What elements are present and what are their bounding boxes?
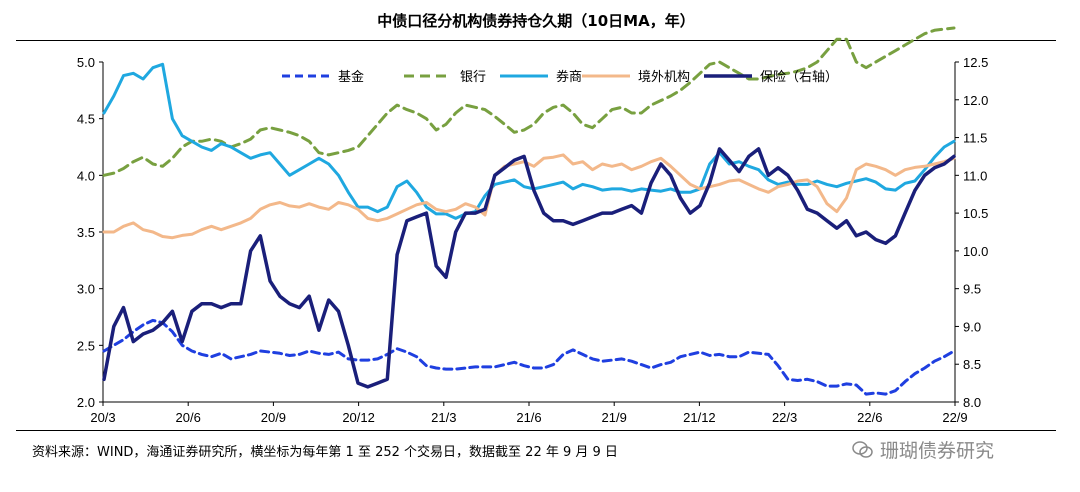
left-tick-label: 3.5 [77,225,95,240]
series-line-4 [102,147,956,389]
series-line-1 [102,26,956,177]
x-tick-label: 22/6 [857,410,882,425]
x-tick-label: 22/3 [772,410,797,425]
x-tick-label: 21/12 [683,410,716,425]
chart-title: 中债口径分机构债券持仓久期（10日MA，年） [377,11,695,30]
x-tick-label: 21/9 [602,410,627,425]
bottom-rule [16,430,1056,431]
right-tick-label: 8.5 [963,357,981,372]
wechat-icon [852,440,873,458]
right-tick-label: 11.5 [963,131,987,146]
left-tick-label: 5.0 [77,55,95,70]
watermark-text: 珊瑚债券研究 [880,440,995,462]
right-tick-label: 9.5 [963,282,981,297]
legend-label-4: 保险（右轴） [760,69,838,84]
legend-label-0: 基金 [338,69,364,84]
left-tick-label: 4.0 [77,168,95,183]
right-tick-label: 10.5 [963,206,988,221]
x-tick-label: 20/6 [176,410,201,425]
right-tick-label: 8.0 [963,395,981,410]
x-tick-label: 21/3 [431,410,456,425]
legend-label-2: 券商 [556,69,582,84]
right-tick-label: 10.0 [963,244,988,259]
left-tick-label: 2.5 [77,338,95,353]
right-tick-label: 11.0 [963,168,987,183]
right-tick-label: 12.0 [963,93,988,108]
x-tick-label: 20/12 [342,410,375,425]
series-line-2 [102,62,956,220]
x-tick-label: 20/9 [261,410,286,425]
legend-label-3: 境外机构 [638,69,690,84]
legend-label-1: 银行 [460,69,486,84]
x-tick-label: 21/6 [516,410,541,425]
left-tick-label: 3.0 [77,282,95,297]
series-line-0 [102,318,956,396]
x-tick-label: 22/9 [942,410,967,425]
x-tick-label: 20/3 [90,410,115,425]
right-tick-label: 9.0 [963,319,981,334]
left-tick-label: 2.0 [77,395,95,410]
left-tick-label: 4.5 [77,112,95,127]
right-tick-label: 12.5 [963,55,988,70]
series-line-3 [102,153,956,240]
top-rule [16,40,1056,41]
line-chart: 2.0 2.5 3.0 3.5 4.0 4.5 5.0 8.0 8.5 9.0 9.5 10.0 10.… [77,26,988,425]
watermark: 珊瑚债券研究 [852,436,994,463]
source-note: 资料来源：WIND，海通证券研究所，横坐标为每年第 1 至 252 个交易日，数… [32,445,618,460]
